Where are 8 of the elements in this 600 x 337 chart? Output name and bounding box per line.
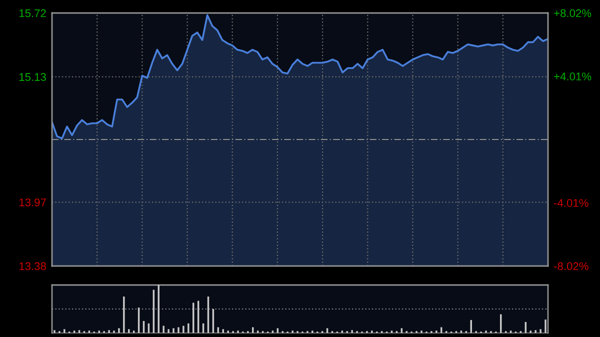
y2-tick-label: +8.02% (554, 9, 592, 18)
y-tick-label: 13.38 (19, 262, 46, 270)
y-tick-label: 15.72 (19, 9, 46, 18)
y2-tick-label: -8.02% (554, 262, 588, 270)
y2-tick-label: -4.01% (554, 199, 588, 207)
y-tick-label: 15.13 (19, 73, 46, 81)
y-tick-label: 13.97 (19, 198, 46, 206)
y2-tick-label: +4.01% (554, 72, 592, 80)
